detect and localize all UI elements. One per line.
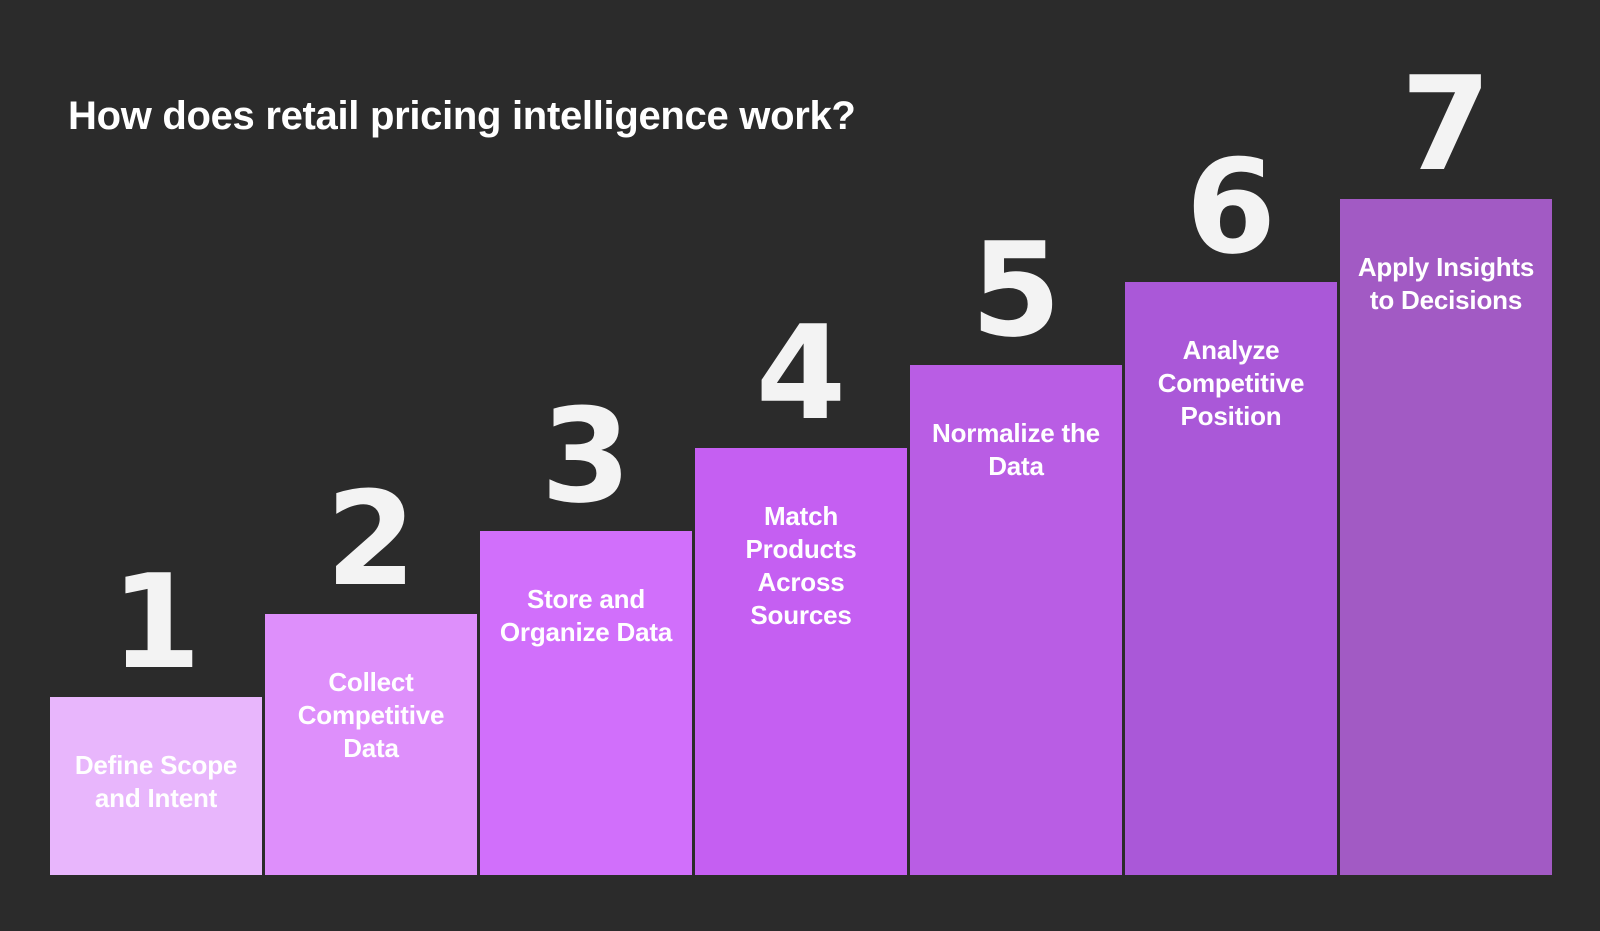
step-7: 7 Apply Insights to Decisions xyxy=(1340,48,1552,875)
step-number: 4 xyxy=(755,297,847,449)
step-3: 3 Store and Organize Data xyxy=(480,380,692,875)
step-5: 5 Normalize the Data xyxy=(910,214,1122,875)
step-number: 5 xyxy=(970,214,1062,366)
step-label: Normalize the Data xyxy=(932,418,1100,481)
step-block: Collect Competitive Data xyxy=(265,614,477,875)
step-label: Match Products Across Sources xyxy=(745,501,857,630)
step-number: 7 xyxy=(1400,48,1492,200)
step-block: Match Products Across Sources xyxy=(695,448,907,875)
step-block: Analyze Competitive Position xyxy=(1125,282,1337,875)
step-label: Store and Organize Data xyxy=(499,584,673,647)
step-label: Apply Insights to Decisions xyxy=(1357,252,1535,315)
step-block: Normalize the Data xyxy=(910,365,1122,875)
step-1: 1 Define Scope and Intent xyxy=(50,546,262,875)
step-number: 2 xyxy=(325,463,417,615)
step-label: Define Scope and Intent xyxy=(74,750,238,813)
step-number: 1 xyxy=(110,546,202,698)
step-number: 6 xyxy=(1185,131,1277,283)
diagram-title: How does retail pricing intelligence wor… xyxy=(68,94,856,138)
step-block: Apply Insights to Decisions xyxy=(1340,199,1552,875)
step-6: 6 Analyze Competitive Position xyxy=(1125,131,1337,875)
step-2: 2 Collect Competitive Data xyxy=(265,463,477,875)
step-block: Store and Organize Data xyxy=(480,531,692,875)
step-number: 3 xyxy=(540,380,632,532)
step-label: Analyze Competitive Position xyxy=(1157,335,1305,431)
step-block: Define Scope and Intent xyxy=(50,697,262,875)
step-4: 4 Match Products Across Sources xyxy=(695,297,907,875)
step-label: Collect Competitive Data xyxy=(297,667,445,763)
